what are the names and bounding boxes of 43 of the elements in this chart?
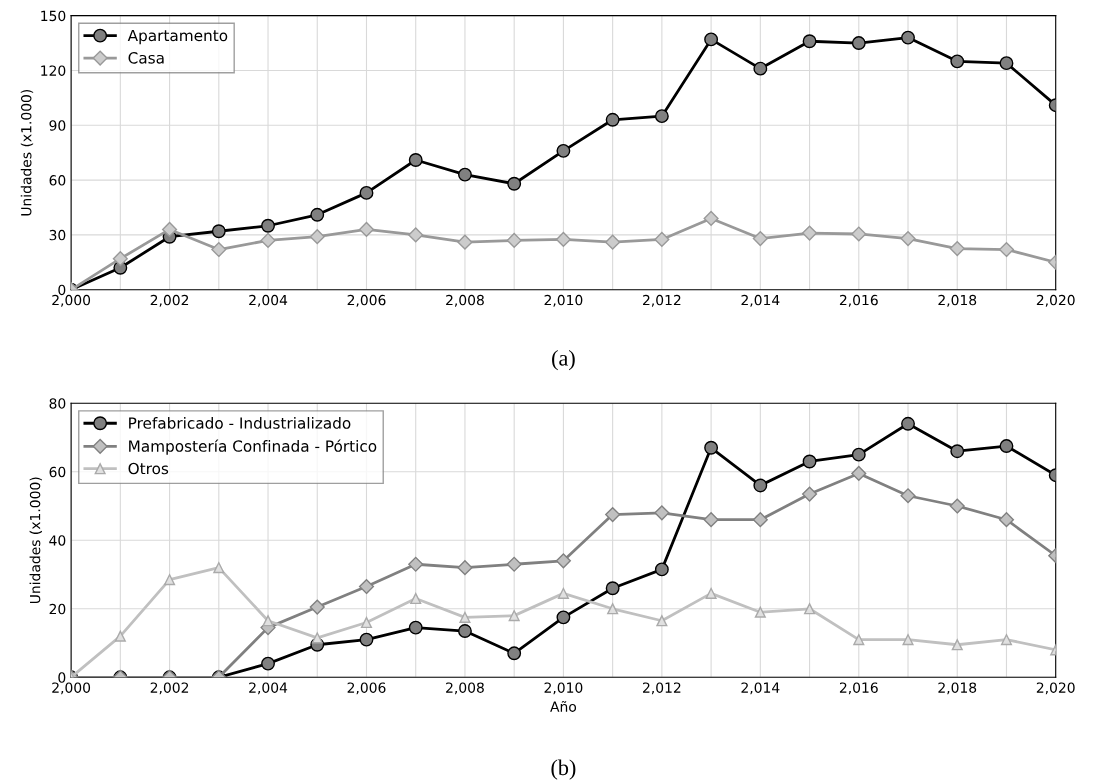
text: (b) <box>551 759 576 780</box>
y-tick-label: 150 <box>41 10 66 22</box>
x-tick-label: 2,006 <box>347 682 386 695</box>
x-tick-label: 2,002 <box>150 294 189 307</box>
legend-label: Prefabricado - Industrializado <box>129 417 351 429</box>
x-tick-label: 2,016 <box>839 294 878 307</box>
y-tick-label: 30 <box>49 229 66 241</box>
x-tick-label: 2,012 <box>643 294 681 307</box>
x-tick-label: 2,008 <box>446 294 484 307</box>
x-tick-label: 2,008 <box>446 682 484 695</box>
x-tick-label: 2,000 <box>52 294 91 307</box>
x-tick-label: 2,004 <box>249 294 288 307</box>
y-tick-label: 60 <box>49 175 66 186</box>
text: (a) <box>552 350 575 371</box>
x-tick-label: 2,012 <box>643 682 681 695</box>
x-tick-label: 2,018 <box>938 682 977 695</box>
y-tick-label: 80 <box>49 398 66 409</box>
legend-label: Mampostería Confinada - Pórtico <box>129 439 377 455</box>
x-tick-label: 2,014 <box>741 682 780 695</box>
y-tick-label: 0 <box>58 672 66 683</box>
x-axis-title: Año <box>550 700 577 712</box>
x-tick-label: 2,010 <box>544 682 583 695</box>
y-tick-label: 40 <box>49 535 66 546</box>
legend-label: Casa <box>128 52 164 64</box>
x-tick-label: 2,000 <box>52 682 91 695</box>
legend-label: Apartamento <box>127 29 228 45</box>
y-tick-label: 120 <box>41 65 66 76</box>
x-tick-label: 2,010 <box>544 294 583 307</box>
y-axis-title: Unidades (x1.000) <box>29 477 42 604</box>
y-tick-label: 20 <box>49 603 66 615</box>
x-tick-label: 2,004 <box>249 682 288 695</box>
x-tick-label: 2,020 <box>1036 682 1075 695</box>
x-tick-label: 2,002 <box>150 682 189 695</box>
y-tick-label: 60 <box>49 466 66 478</box>
x-tick-label: 2,020 <box>1036 294 1075 307</box>
y-tick-label: 0 <box>58 284 66 296</box>
x-tick-label: 2,016 <box>839 682 878 695</box>
y-axis-title: Unidades (x1.000) <box>20 89 34 216</box>
x-tick-label: 2,018 <box>938 294 977 307</box>
legend-label: Otros <box>128 462 169 475</box>
x-tick-label: 2,006 <box>347 294 386 307</box>
y-tick-label: 90 <box>49 120 66 131</box>
x-tick-label: 2,014 <box>741 294 780 307</box>
